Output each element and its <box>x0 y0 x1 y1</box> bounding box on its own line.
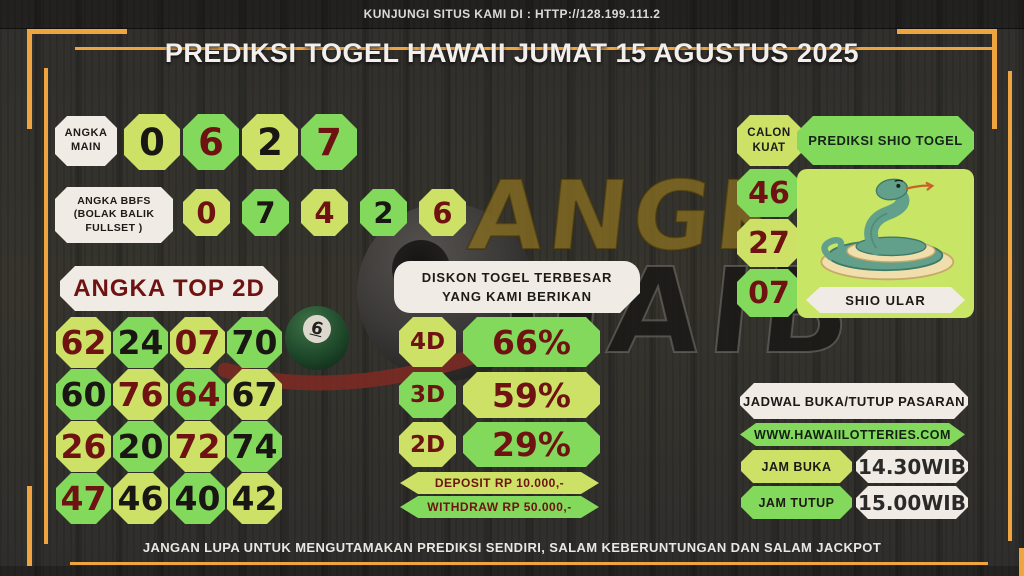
snake-illustration <box>820 178 955 281</box>
calon-kuat-number: 07 <box>737 269 801 317</box>
calon-kuat-number: 27 <box>737 219 801 267</box>
diskon-4d-label: 4D <box>399 317 456 367</box>
footer-text: JANGAN LUPA UNTUK MENGUTAMAKAN PREDIKSI … <box>142 540 882 555</box>
angka-bbfs-label-line: ANGKA BBFS <box>77 194 151 207</box>
diskon-header-line: YANG KAMI BERIKAN <box>442 289 592 304</box>
diskon-header-line: DISKON TOGEL TERBESAR <box>421 269 613 285</box>
top2d-cell: 42 <box>227 473 282 524</box>
top2d-cell: 46 <box>113 473 168 524</box>
angka-bbfs-digit: 6 <box>419 189 466 236</box>
angka-main-label-line: MAIN <box>70 141 102 153</box>
angka-main-digit: 7 <box>301 114 357 170</box>
frame-line <box>27 29 127 34</box>
angka-main-digits: 0 6 2 7 <box>124 114 357 170</box>
angka-bbfs-label-line: (BOLAK BALIK <box>73 208 155 221</box>
angka-main-digit: 2 <box>242 114 298 170</box>
frame-line <box>897 29 997 34</box>
frame-line <box>1008 71 1012 541</box>
angka-bbfs-digits: 0 7 4 2 6 <box>183 189 466 236</box>
top2d-cell: 07 <box>170 317 225 368</box>
frame-line <box>1019 548 1024 576</box>
top2d-cell: 20 <box>113 421 168 472</box>
angka-bbfs-digit: 4 <box>301 189 348 236</box>
diskon-2d-value: 29% <box>463 422 600 467</box>
top2d-cell: 62 <box>56 317 111 368</box>
frame-line <box>27 29 32 129</box>
calon-kuat-number: 46 <box>737 169 801 217</box>
site-url-text[interactable]: KUNJUNGI SITUS KAMI DI : HTTP://128.199.… <box>363 7 661 21</box>
shio-name-banner: SHIO ULAR <box>806 287 965 313</box>
diskon-3d-label: 3D <box>399 372 456 418</box>
top2d-cell: 74 <box>227 421 282 472</box>
angka-bbfs-digit: 2 <box>360 189 407 236</box>
frame-line <box>27 486 32 566</box>
angka-main-label: ANGKA MAIN <box>55 116 117 166</box>
angka-main-digit: 0 <box>124 114 180 170</box>
angka-bbfs-label: ANGKA BBFS (BOLAK BALIK FULLSET ) <box>55 187 173 243</box>
angka-bbfs-label-line: FULLSET ) <box>85 221 143 234</box>
diskon-3d-value: 59% <box>463 372 600 418</box>
deposit-banner: DEPOSIT RP 10.000,- <box>400 472 599 494</box>
frame-line <box>992 29 997 129</box>
top2d-cell: 26 <box>56 421 111 472</box>
top2d-cell: 64 <box>170 369 225 420</box>
calon-kuat-label-line: CALON <box>747 126 791 139</box>
jam-tutup-label: JAM TUTUP <box>741 486 852 519</box>
jadwal-header: JADWAL BUKA/TUTUP PASARAN <box>740 383 968 419</box>
top2d-cell: 47 <box>56 473 111 524</box>
top2d-cell: 40 <box>170 473 225 524</box>
angka-main-digit: 6 <box>183 114 239 170</box>
jam-buka-time: 14.30WIB <box>856 450 968 483</box>
angka-bbfs-digit: 0 <box>183 189 230 236</box>
jam-buka-label: JAM BUKA <box>741 450 852 483</box>
top-strip <box>0 0 1024 29</box>
top2d-cell: 72 <box>170 421 225 472</box>
angka-bbfs-digit: 7 <box>242 189 289 236</box>
page-title: PREDIKSI TOGEL HAWAII JUMAT 15 AGUSTUS 2… <box>164 38 860 68</box>
calon-kuat-label-line: KUAT <box>752 141 786 154</box>
diskon-4d-value: 66% <box>463 317 600 367</box>
bottom-strip <box>0 566 1024 576</box>
jam-tutup-time: 15.00WIB <box>856 486 968 519</box>
diskon-header: DISKON TOGEL TERBESAR YANG KAMI BERIKAN <box>394 261 640 313</box>
angka-top-2d-grid: 62 24 07 70 60 76 64 67 26 20 72 74 47 4… <box>56 317 282 524</box>
diskon-2d-label: 2D <box>399 422 456 467</box>
top2d-cell: 60 <box>56 369 111 420</box>
angka-main-label-line: ANGKA <box>64 127 108 140</box>
top2d-cell: 67 <box>227 369 282 420</box>
shio-banner: PREDIKSI SHIO TOGEL <box>797 116 974 165</box>
top2d-cell: 70 <box>227 317 282 368</box>
footer-line <box>70 562 988 565</box>
top2d-cell: 76 <box>113 369 168 420</box>
frame-line <box>44 68 48 544</box>
calon-kuat-label: CALON KUAT <box>737 115 801 166</box>
withdraw-banner: WITHDRAW RP 50.000,- <box>400 496 599 518</box>
website-banner[interactable]: WWW.HAWAIILOTTERIES.COM <box>740 423 965 446</box>
title-underline <box>75 47 994 50</box>
top2d-cell: 24 <box>113 317 168 368</box>
angka-top-2d-header: ANGKA TOP 2D <box>60 266 278 311</box>
